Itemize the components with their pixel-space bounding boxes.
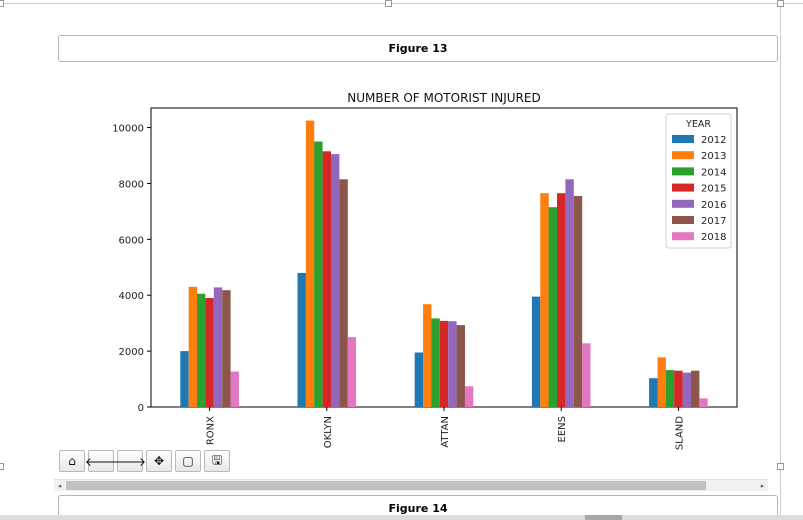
legend-swatch-2017 (672, 216, 694, 224)
bar-2017-brooklyn (339, 179, 348, 407)
scroll-right-arrow-icon[interactable]: ▸ (760, 481, 765, 490)
bar-2016-queens (565, 179, 574, 407)
bar-2018-queens (582, 343, 591, 407)
bar-2015-brooklyn (322, 151, 331, 407)
forward-arrow-button[interactable]: 🡒 (113, 450, 147, 472)
bar-2013-manhattan (423, 304, 432, 407)
x-axis: RONX OKLYN ATTAN EENS SLAND (206, 407, 685, 450)
pan-move-icon: ✥ (153, 454, 165, 468)
bar-2013-bronx (188, 286, 198, 407)
bar-2015-staten-island (674, 370, 683, 407)
resize-handle-right-middle[interactable] (777, 463, 784, 470)
bar-2014-bronx (197, 293, 206, 407)
resize-handle-top-middle[interactable] (385, 0, 392, 7)
bar-2017-manhattan (456, 325, 465, 407)
legend-box (665, 113, 732, 249)
y-tick-label: 4000 (119, 291, 144, 302)
bar-2018-staten-island (699, 398, 708, 407)
x-tick-label: EENS (557, 416, 568, 442)
bar-2012-queens (531, 296, 541, 407)
back-arrow-icon: 🡐 (84, 454, 118, 469)
y-tick-label: 6000 (119, 235, 144, 246)
scroll-left-arrow-icon[interactable]: ◂ (57, 481, 62, 490)
forward-arrow-icon: 🡒 (113, 454, 147, 469)
y-tick-label: 8000 (119, 179, 144, 190)
page-scrollbar[interactable] (0, 515, 803, 520)
legend-label-2016: 2016 (701, 200, 726, 211)
bar-2016-manhattan (448, 321, 457, 407)
legend-label-2018: 2018 (701, 232, 726, 243)
figure-header: Figure 13 (58, 35, 778, 62)
pan-move-button[interactable]: ✥ (146, 450, 172, 472)
legend-title: YEAR (685, 119, 711, 130)
legend-swatch-2014 (672, 167, 694, 176)
zoom-rect-icon: ▢ (182, 454, 194, 468)
bar-2017-bronx (222, 290, 231, 407)
bar-2014-queens (548, 207, 557, 407)
legend-label-2015: 2015 (701, 184, 726, 195)
legend: YEAR 2012 2013 2014 2015 2016 2017 2018 (665, 113, 732, 249)
legend-swatch-2016 (672, 199, 694, 208)
bar-2013-staten-island (657, 357, 666, 407)
legend-label-2014: 2014 (701, 167, 726, 178)
bar-2013-queens (540, 193, 549, 407)
bar-2014-brooklyn (314, 141, 323, 407)
x-tick-label: ATTAN (440, 416, 451, 448)
x-tick-label: OKLYN (323, 416, 334, 448)
legend-label-2012: 2012 (701, 135, 726, 146)
legend-swatch-2018 (672, 232, 694, 241)
back-arrow-button[interactable]: 🡐 (84, 450, 118, 472)
bar-2018-manhattan (464, 386, 474, 407)
frame-top-line (0, 3, 803, 4)
resize-handle-top-right[interactable] (777, 0, 784, 7)
bar-2012-staten-island (649, 378, 658, 407)
x-tick-label: SLAND (674, 416, 685, 450)
bar-2015-bronx (205, 298, 214, 407)
legend-swatch-2012 (672, 135, 694, 143)
zoom-rect-button[interactable]: ▢ (175, 450, 201, 472)
frame-right-line (780, 0, 781, 520)
chart-title: NUMBER OF MOTORIST INJURED (347, 91, 540, 105)
bar-2015-queens (557, 193, 566, 407)
x-tick-label: RONX (206, 416, 217, 445)
resize-handle-top-left[interactable] (0, 0, 4, 7)
y-axis: 0 2000 4000 6000 8000 10000 (112, 124, 151, 414)
y-tick-label: 10000 (112, 124, 144, 135)
figure-toolbar: ⌂ 🡐 🡒 ✥ ▢ 🖫 (59, 450, 230, 472)
bars-group (180, 120, 708, 407)
save-button[interactable]: 🖫 (204, 450, 230, 472)
horizontal-scrollbar[interactable]: ◂ ▸ (54, 479, 768, 491)
bar-2015-manhattan (439, 320, 449, 407)
home-button[interactable]: ⌂ (59, 450, 85, 472)
legend-label-2013: 2013 (701, 151, 726, 162)
bar-2018-bronx (230, 371, 239, 407)
y-tick-label: 0 (138, 403, 144, 414)
bar-2016-brooklyn (331, 154, 340, 407)
bar-2017-queens (573, 196, 583, 407)
bar-2012-brooklyn (297, 272, 306, 407)
bar-2012-bronx (180, 351, 189, 407)
bar-2012-manhattan (414, 352, 424, 407)
bar-2013-brooklyn (305, 120, 315, 407)
bar-2014-staten-island (665, 370, 675, 407)
home-icon: ⌂ (68, 454, 76, 468)
save-icon: 🖫 (211, 452, 223, 467)
legend-swatch-2013 (672, 151, 694, 160)
bar-2017-staten-island (691, 370, 700, 407)
y-tick-label: 2000 (119, 347, 144, 358)
page-scrollbar-thumb[interactable] (585, 515, 622, 520)
bar-2016-staten-island (682, 372, 691, 407)
bar-2014-manhattan (431, 318, 440, 407)
legend-swatch-2015 (672, 183, 694, 192)
scrollbar-thumb[interactable] (66, 481, 706, 490)
legend-label-2017: 2017 (701, 216, 726, 227)
bar-2016-bronx (213, 287, 223, 407)
resize-handle-left-middle[interactable] (0, 463, 4, 470)
bar-2018-brooklyn (347, 337, 357, 407)
